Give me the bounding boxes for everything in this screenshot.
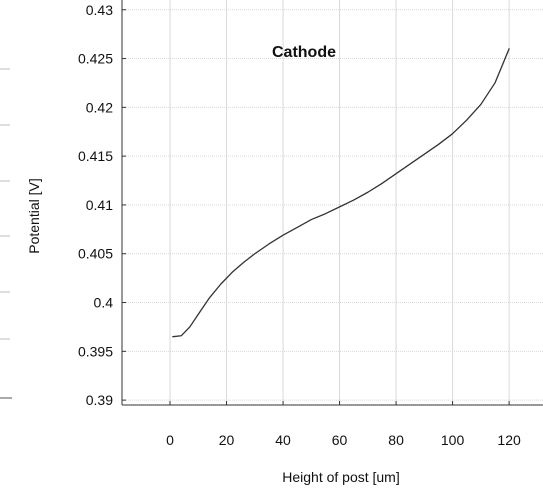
y-tick-label: 0.4 — [94, 295, 114, 311]
grid-lines — [122, 0, 543, 405]
y-tick-label: 0.42 — [86, 99, 113, 115]
y-tick-label: 0.41 — [86, 197, 113, 213]
x-tick-label: 80 — [388, 432, 404, 448]
x-tick-label: 120 — [497, 432, 521, 448]
y-tick-label: 0.405 — [78, 246, 113, 262]
x-tick-label: 100 — [441, 432, 465, 448]
y-axis-title: Potential [V] — [26, 178, 42, 254]
x-tick-label: 20 — [219, 432, 235, 448]
left-edge-tick-marks — [0, 68, 12, 399]
x-axis-title: Height of post [um] — [282, 469, 400, 485]
x-axis-ticks: 0 20 40 60 80 100 120 — [166, 401, 521, 448]
y-tick-label: 0.415 — [78, 148, 113, 164]
series-line — [172, 48, 510, 338]
y-tick-label: 0.39 — [86, 392, 113, 408]
y-tick-label: 0.395 — [78, 343, 113, 359]
y-tick-label: 0.43 — [86, 2, 113, 18]
series-layer — [172, 48, 510, 338]
chart-title: Cathode — [272, 44, 336, 61]
y-tick-label: 0.425 — [78, 51, 113, 67]
x-tick-label: 60 — [332, 432, 348, 448]
axes — [121, 0, 543, 406]
y-axis-ticks: 0.39 0.395 0.4 0.405 0.41 0.415 0.42 0.425 0.43 — [78, 2, 126, 408]
x-tick-label: 0 — [166, 432, 174, 448]
x-tick-label: 40 — [275, 432, 291, 448]
